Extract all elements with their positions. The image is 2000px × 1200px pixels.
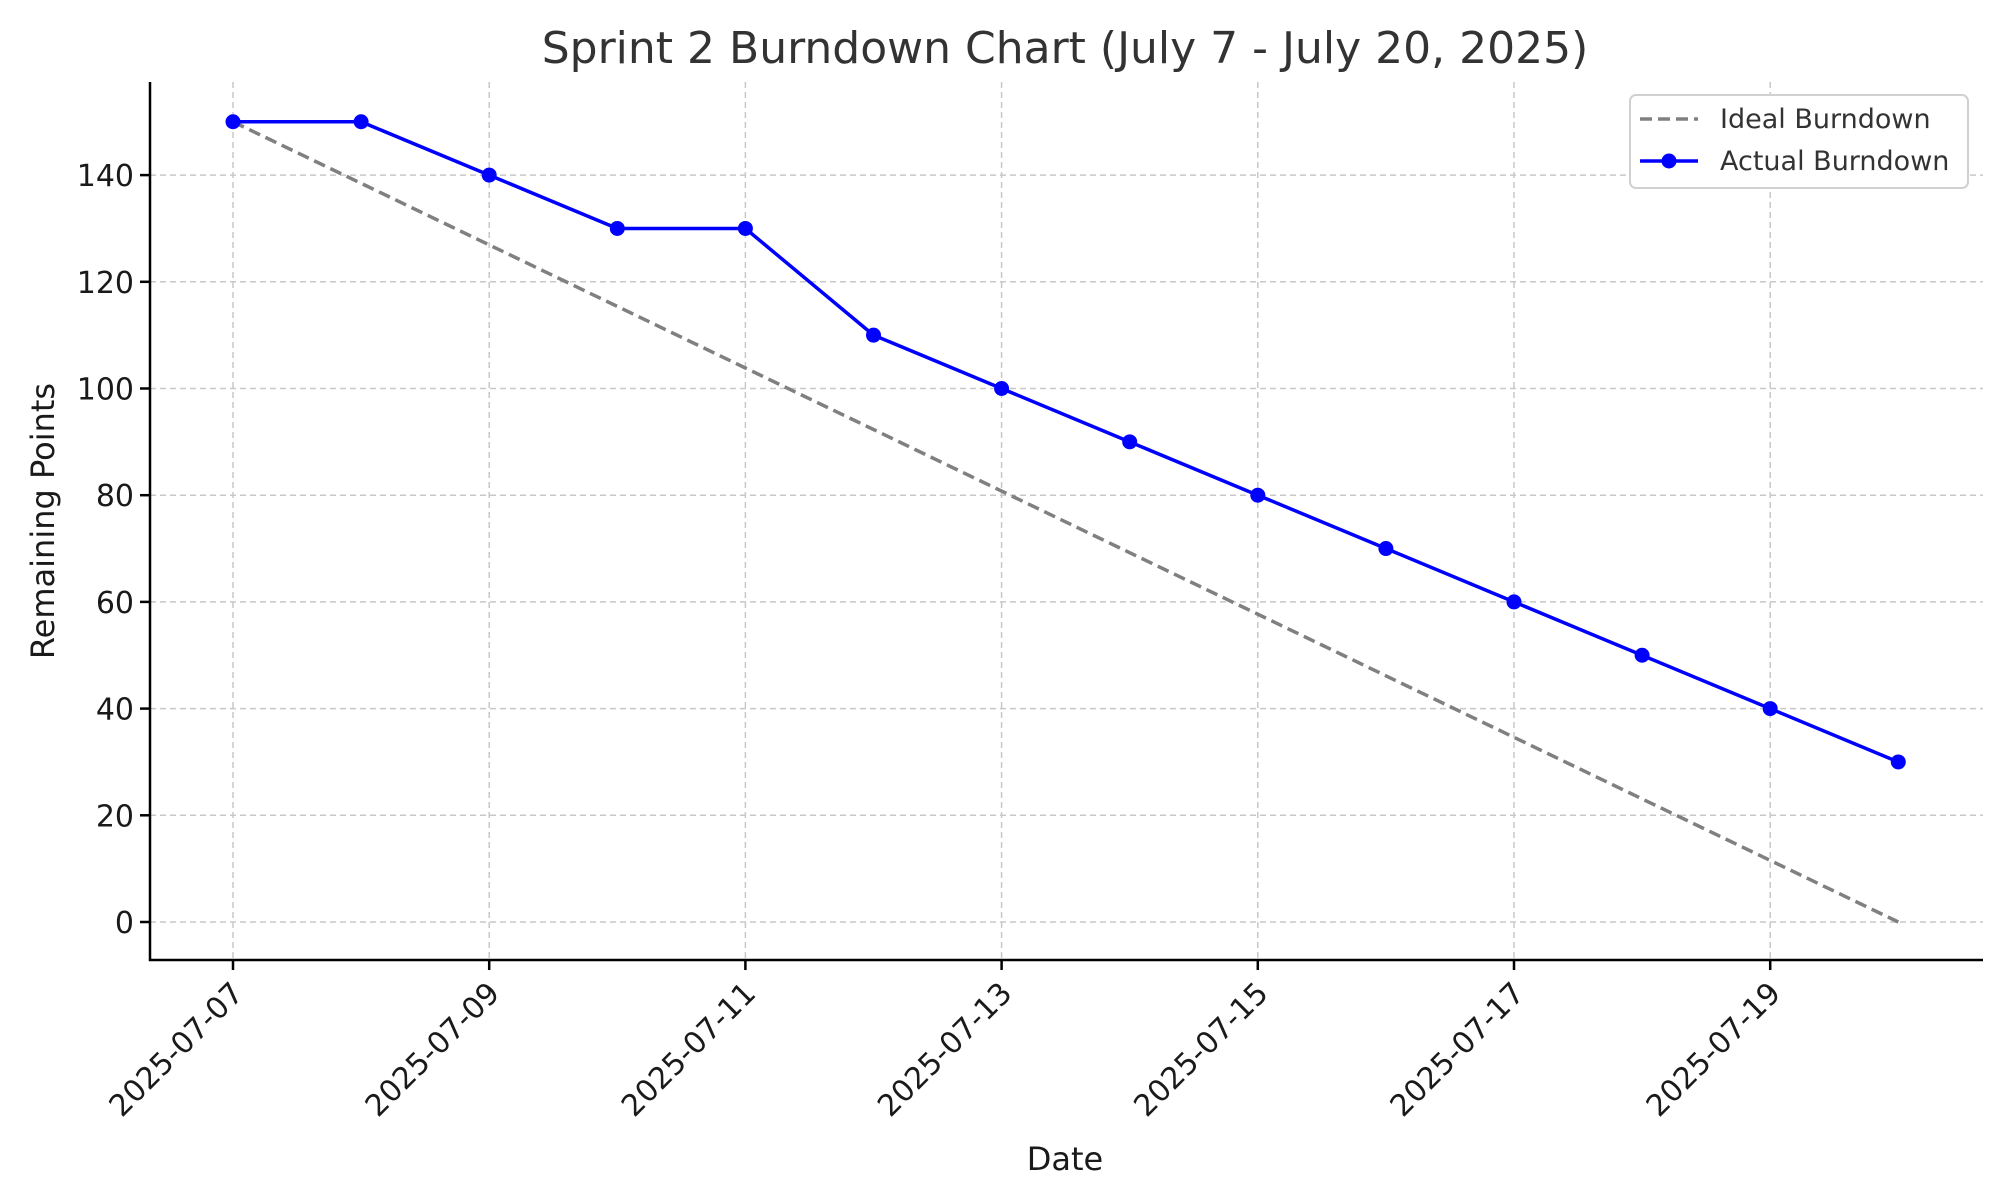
ideal-burndown-line (232, 120, 1900, 924)
x-tick-label: 2025-07-15 (1127, 976, 1275, 1124)
axes (148, 82, 1983, 962)
x-tick-label: 2025-07-13 (871, 976, 1019, 1124)
y-axis-label: Remaining Points (24, 383, 62, 659)
legend: Ideal Burndown Actual Burndown (1629, 94, 1969, 189)
actual-burndown-point (1378, 541, 1394, 557)
series-layer (225, 114, 1906, 924)
actual-burndown-point (609, 220, 625, 236)
legend-box (1629, 94, 1969, 189)
y-tick-label: 100 (77, 373, 134, 408)
actual-burndown-point (1122, 434, 1138, 450)
actual-burndown-point (1762, 701, 1778, 717)
grid (150, 82, 1983, 960)
x-tick-label: 2025-07-09 (359, 976, 507, 1124)
actual-burndown-point (1506, 594, 1522, 610)
y-tick-label: 120 (77, 266, 134, 301)
y-tick-label: 60 (96, 586, 134, 621)
y-tick-label: 80 (96, 479, 134, 514)
ticks: 0 20 40 60 80 100 120 140 2025-07-07 2025-07-09 20… (77, 159, 1788, 1124)
legend-actual-label: Actual Burndown (1720, 146, 1949, 177)
y-tick-label: 40 (96, 693, 134, 728)
actual-burndown-point (737, 220, 753, 236)
actual-burndown-point (353, 114, 369, 130)
legend-actual-marker (1661, 153, 1677, 169)
actual-burndown-point (481, 167, 497, 183)
axis-spines (148, 82, 1983, 962)
actual-burndown-point (866, 327, 881, 343)
y-tick-label: 0 (115, 906, 134, 941)
y-tick-label: 140 (77, 159, 134, 194)
x-tick-label: 2025-07-11 (615, 976, 763, 1124)
actual-burndown-point (225, 114, 241, 130)
actual-burndown-line (233, 120, 1899, 764)
x-axis-label: Date (1027, 1140, 1103, 1178)
x-tick-label: 2025-07-17 (1384, 976, 1532, 1124)
actual-burndown-point (1890, 754, 1906, 770)
legend-ideal-label: Ideal Burndown (1720, 104, 1931, 135)
actual-burndown-point (1250, 487, 1266, 503)
actual-burndown-point (1634, 647, 1650, 663)
y-tick-label: 20 (96, 799, 134, 834)
x-tick-label: 2025-07-19 (1640, 976, 1788, 1124)
chart-title: Sprint 2 Burndown Chart (July 7 - July 2… (542, 23, 1589, 74)
x-tick-label: 2025-07-07 (103, 976, 251, 1124)
actual-burndown-point (994, 381, 1010, 396)
